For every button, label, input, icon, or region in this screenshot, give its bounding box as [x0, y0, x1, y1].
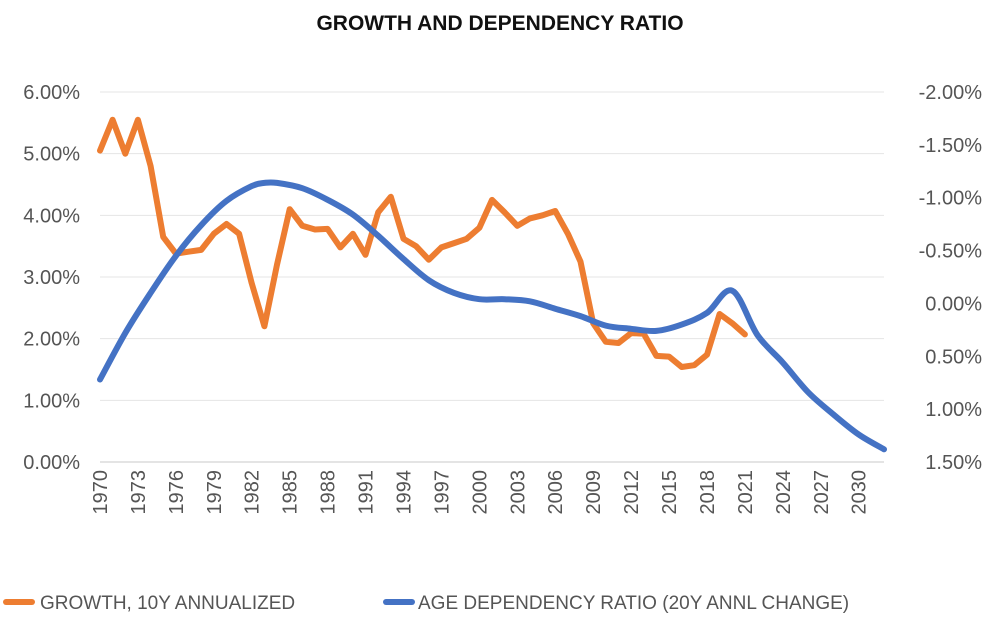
chart-title: GROWTH AND DEPENDENCY RATIO: [316, 12, 683, 35]
x-tick-label: 2021: [735, 470, 757, 515]
x-tick-label: 1994: [393, 470, 415, 515]
x-tick-label: 1979: [204, 470, 226, 515]
y-left-tick-label: 3.00%: [23, 267, 80, 289]
x-tick-label: 2018: [697, 470, 719, 515]
x-tick-label: 2012: [621, 470, 643, 515]
x-tick-label: 2006: [545, 470, 567, 515]
series-line-dependency-ratio: [97, 179, 887, 453]
y-right-tick-label: -2.00%: [919, 82, 983, 104]
y-axis-right: -2.00% -1.50% -1.00% -0.50% 0.00% 0.50% 1.00% 1…: [919, 82, 983, 474]
x-tick-label: 2030: [849, 470, 871, 515]
legend-label: GROWTH, 10Y ANNUALIZED: [40, 593, 295, 614]
x-tick-label: 1991: [356, 470, 378, 515]
legend-label: AGE DEPENDENCY RATIO (20Y ANNL CHANGE): [418, 593, 849, 614]
y-right-tick-label: 1.50%: [925, 452, 982, 474]
x-tick-label: 1973: [128, 470, 150, 515]
y-left-tick-label: 2.00%: [23, 329, 80, 351]
x-tick-label: 1976: [166, 470, 188, 515]
y-left-tick-label: 1.00%: [23, 390, 80, 412]
x-tick-label: 1985: [280, 470, 302, 515]
x-tick-label: 1970: [90, 470, 112, 515]
y-left-tick-label: 6.00%: [23, 82, 80, 104]
y-left-tick-label: 4.00%: [23, 205, 80, 227]
x-tick-label: 1982: [242, 470, 264, 515]
x-tick-label: 2003: [507, 470, 529, 515]
y-left-tick-label: 5.00%: [23, 144, 80, 166]
x-tick-label: 2009: [583, 470, 605, 515]
x-tick-label: 2015: [659, 470, 681, 515]
y-right-tick-label: -0.50%: [919, 241, 983, 263]
x-tick-label: 2000: [469, 470, 491, 514]
y-right-tick-label: 0.00%: [925, 293, 982, 315]
y-left-tick-label: 0.00%: [23, 452, 80, 474]
y-right-tick-label: 0.50%: [925, 346, 982, 368]
series-line-growth: [97, 116, 748, 370]
gridlines: [100, 91, 884, 463]
plot-area: [97, 116, 887, 453]
y-right-tick-label: -1.00%: [919, 188, 983, 210]
x-axis: 1970 1973 1976 1979 1982 1985 1988 1991 1994 1997…: [90, 470, 871, 515]
x-tick-label: 1988: [318, 470, 340, 515]
y-right-tick-label: 1.00%: [925, 399, 982, 421]
x-tick-label: 2024: [773, 470, 795, 515]
legend: GROWTH, 10Y ANNUALIZED AGE DEPENDENCY RAT…: [3, 593, 849, 614]
y-axis-left: 0.00% 1.00% 2.00% 3.00% 4.00% 5.00% 6.00%: [23, 82, 80, 474]
x-tick-label: 2027: [811, 470, 833, 515]
y-right-tick-label: -1.50%: [919, 135, 983, 157]
x-tick-label: 1997: [431, 470, 453, 515]
